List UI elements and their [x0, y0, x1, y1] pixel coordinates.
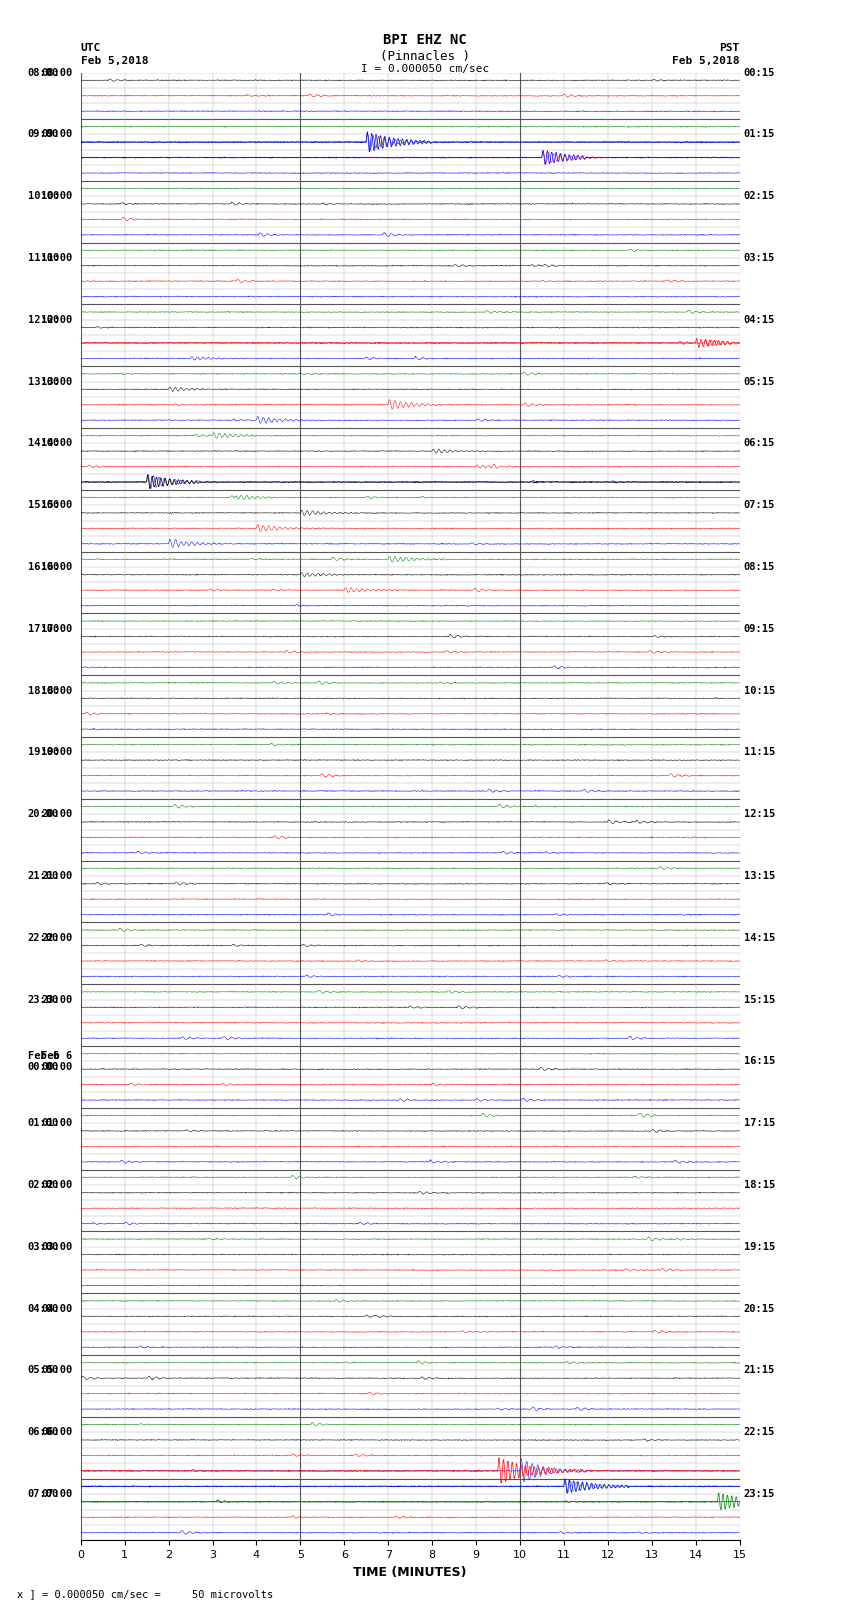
Text: 17:15: 17:15	[744, 1118, 775, 1127]
Text: Feb 5,2018: Feb 5,2018	[81, 56, 148, 66]
Text: 07:00: 07:00	[41, 1489, 72, 1498]
Text: 08:00: 08:00	[41, 68, 72, 77]
Text: 02:00: 02:00	[41, 1181, 72, 1190]
Text: PST: PST	[719, 44, 740, 53]
Text: 11:15: 11:15	[744, 747, 775, 758]
Text: 18:00: 18:00	[41, 686, 72, 695]
Text: 18:15: 18:15	[744, 1181, 775, 1190]
Text: 03:00: 03:00	[27, 1242, 59, 1252]
Text: 05:00: 05:00	[41, 1366, 72, 1376]
Text: 07:15: 07:15	[744, 500, 775, 510]
Text: 22:15: 22:15	[744, 1428, 775, 1437]
Text: 19:00: 19:00	[27, 747, 59, 758]
Text: I = 0.000050 cm/sec: I = 0.000050 cm/sec	[361, 65, 489, 74]
Text: 09:15: 09:15	[744, 624, 775, 634]
Text: 17:00: 17:00	[41, 624, 72, 634]
Text: 00:15: 00:15	[744, 68, 775, 77]
X-axis label: TIME (MINUTES): TIME (MINUTES)	[354, 1566, 467, 1579]
Text: 09:00: 09:00	[41, 129, 72, 139]
Text: 02:00: 02:00	[27, 1181, 59, 1190]
Text: 18:00: 18:00	[27, 686, 59, 695]
Text: 05:00: 05:00	[27, 1366, 59, 1376]
Text: 08:15: 08:15	[744, 561, 775, 573]
Text: Feb 6
00:00: Feb 6 00:00	[27, 1050, 59, 1073]
Text: 04:15: 04:15	[744, 315, 775, 324]
Text: 09:00: 09:00	[27, 129, 59, 139]
Text: 23:00: 23:00	[27, 995, 59, 1005]
Text: 14:15: 14:15	[744, 932, 775, 944]
Text: 12:00: 12:00	[41, 315, 72, 324]
Text: 10:00: 10:00	[41, 192, 72, 202]
Text: 16:00: 16:00	[27, 561, 59, 573]
Text: x ] = 0.000050 cm/sec =     50 microvolts: x ] = 0.000050 cm/sec = 50 microvolts	[17, 1589, 273, 1598]
Text: 02:15: 02:15	[744, 192, 775, 202]
Text: (Pinnacles ): (Pinnacles )	[380, 50, 470, 63]
Text: 06:00: 06:00	[27, 1428, 59, 1437]
Text: 16:15: 16:15	[744, 1057, 775, 1066]
Text: 12:15: 12:15	[744, 810, 775, 819]
Text: 20:00: 20:00	[27, 810, 59, 819]
Text: 11:00: 11:00	[27, 253, 59, 263]
Text: 11:00: 11:00	[41, 253, 72, 263]
Text: 15:00: 15:00	[27, 500, 59, 510]
Text: 05:15: 05:15	[744, 376, 775, 387]
Text: 21:00: 21:00	[41, 871, 72, 881]
Text: 04:00: 04:00	[27, 1303, 59, 1313]
Text: 22:00: 22:00	[41, 932, 72, 944]
Text: 21:00: 21:00	[27, 871, 59, 881]
Text: 03:00: 03:00	[41, 1242, 72, 1252]
Text: 14:00: 14:00	[27, 439, 59, 448]
Text: 01:15: 01:15	[744, 129, 775, 139]
Text: Feb 6
00:00: Feb 6 00:00	[41, 1050, 72, 1073]
Text: 03:15: 03:15	[744, 253, 775, 263]
Text: 01:00: 01:00	[27, 1118, 59, 1127]
Text: 06:15: 06:15	[744, 439, 775, 448]
Text: 23:15: 23:15	[744, 1489, 775, 1498]
Text: 07:00: 07:00	[27, 1489, 59, 1498]
Text: 06:00: 06:00	[41, 1428, 72, 1437]
Text: UTC: UTC	[81, 44, 101, 53]
Text: 19:15: 19:15	[744, 1242, 775, 1252]
Text: 15:00: 15:00	[41, 500, 72, 510]
Text: 19:00: 19:00	[41, 747, 72, 758]
Text: 23:00: 23:00	[41, 995, 72, 1005]
Text: 10:00: 10:00	[27, 192, 59, 202]
Text: 16:00: 16:00	[41, 561, 72, 573]
Text: 21:15: 21:15	[744, 1366, 775, 1376]
Text: 13:00: 13:00	[41, 376, 72, 387]
Text: 22:00: 22:00	[27, 932, 59, 944]
Text: 17:00: 17:00	[27, 624, 59, 634]
Text: 15:15: 15:15	[744, 995, 775, 1005]
Text: 14:00: 14:00	[41, 439, 72, 448]
Text: 10:15: 10:15	[744, 686, 775, 695]
Text: 20:00: 20:00	[41, 810, 72, 819]
Text: 13:00: 13:00	[27, 376, 59, 387]
Text: 01:00: 01:00	[41, 1118, 72, 1127]
Text: 08:00: 08:00	[27, 68, 59, 77]
Text: 20:15: 20:15	[744, 1303, 775, 1313]
Text: Feb 5,2018: Feb 5,2018	[672, 56, 740, 66]
Text: 04:00: 04:00	[41, 1303, 72, 1313]
Text: 12:00: 12:00	[27, 315, 59, 324]
Text: BPI EHZ NC: BPI EHZ NC	[383, 34, 467, 47]
Text: 13:15: 13:15	[744, 871, 775, 881]
